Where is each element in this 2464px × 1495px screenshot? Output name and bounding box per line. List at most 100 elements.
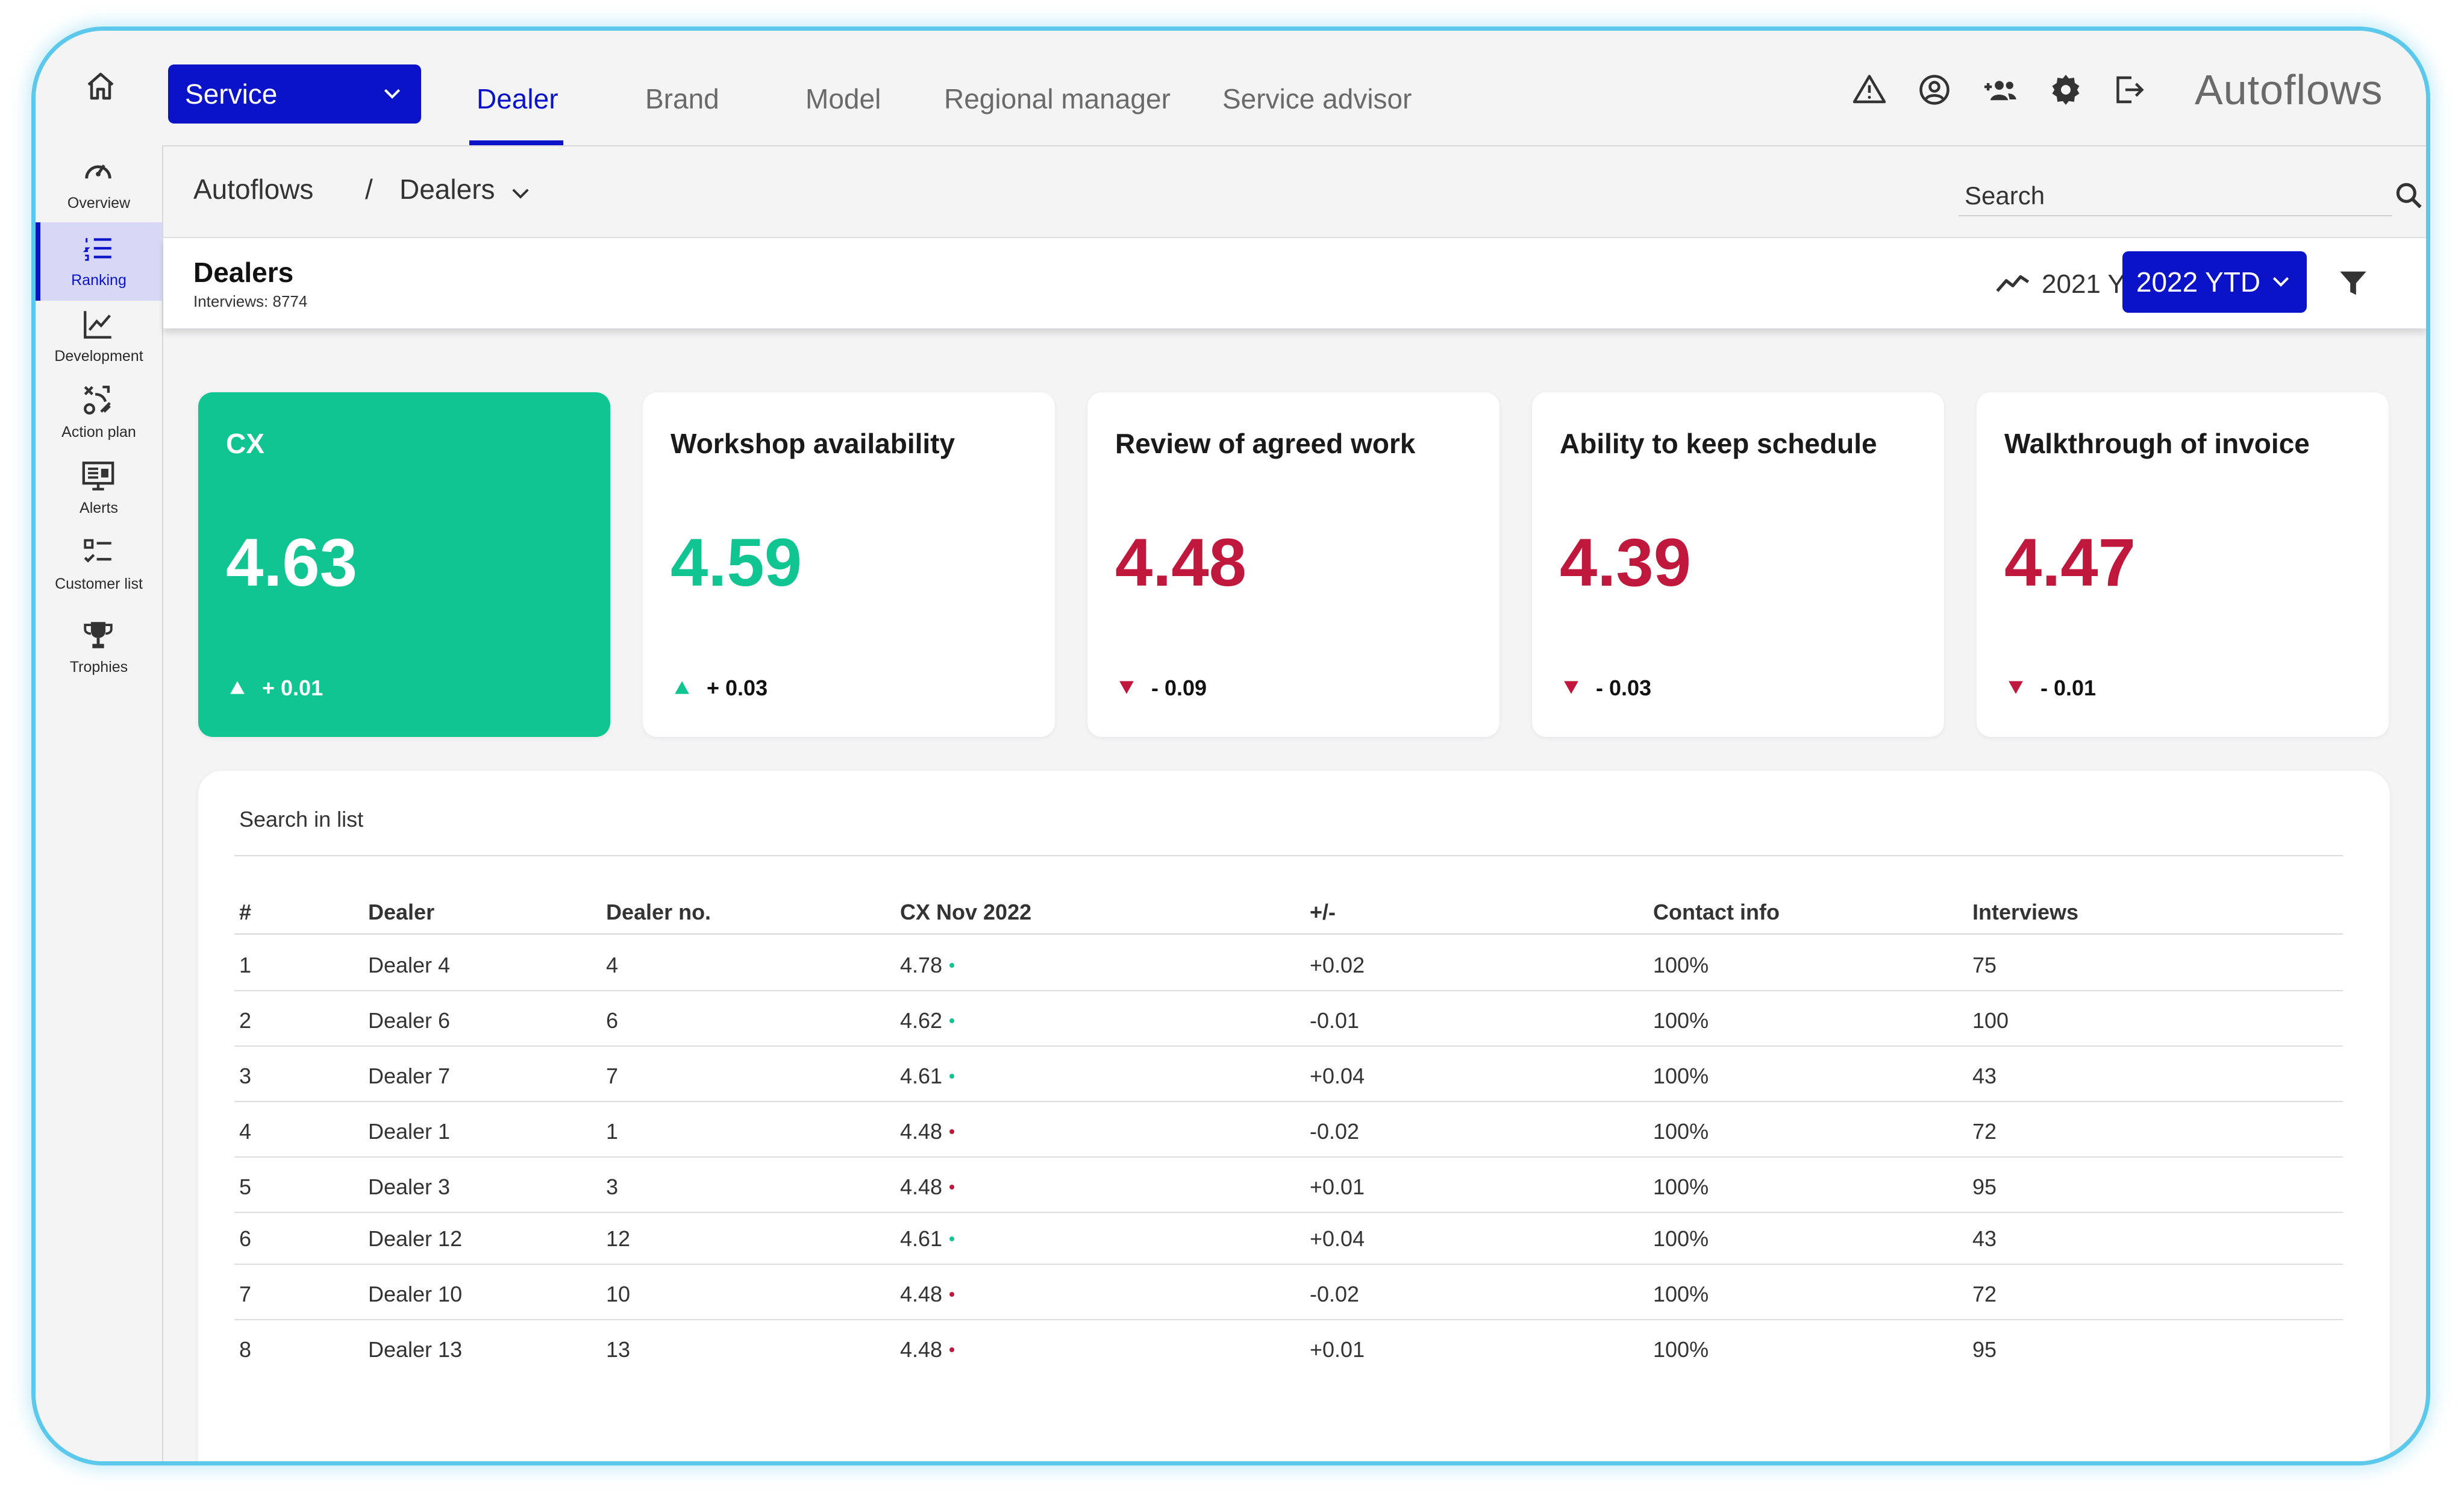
table-row[interactable]: 6 Dealer 12 12 4.61 +0.04 100% 43	[234, 1208, 2343, 1265]
cell-delta-text: +0.04	[1310, 1226, 1365, 1251]
kpi-delta-value: - 0.09	[1151, 675, 1207, 700]
cell-delta-text: -0.02	[1310, 1119, 1360, 1144]
search-in-list-input[interactable]: Search in list	[239, 807, 364, 832]
tab-brand[interactable]: Brand	[645, 83, 719, 114]
sidebar-item-trophies[interactable]: Trophies	[36, 609, 162, 688]
cell-dealer: Dealer 3	[368, 1174, 450, 1200]
cell-delta: +0.02	[1310, 953, 1365, 978]
account-icon[interactable]	[1916, 72, 1953, 108]
table-row[interactable]: 5 Dealer 3 3 4.48 +0.01 100% 95	[234, 1156, 2343, 1213]
sidebar-item-customer-list[interactable]: Customer list	[36, 526, 162, 604]
cell-dealer-text: Dealer 3	[368, 1174, 451, 1199]
filter-icon[interactable]	[2336, 266, 2371, 301]
tab-dealer[interactable]: Dealer	[477, 83, 558, 114]
ranking-table-card: Search in list # Dealer Dealer no. CX No…	[198, 771, 2390, 1461]
cell-contact: 100%	[1653, 953, 1709, 978]
trend-line-icon	[1996, 275, 2030, 292]
table-row[interactable]: 8 Dealer 13 13 4.48 +0.01 100% 95	[234, 1319, 2343, 1374]
sidebar-item-development[interactable]: Development	[36, 298, 162, 377]
cell-interviews-text: 72	[1972, 1282, 1997, 1306]
table-row[interactable]: 4 Dealer 1 1 4.48 -0.02 100% 72	[234, 1101, 2343, 1158]
cell-delta-text: +0.01	[1310, 1337, 1365, 1362]
column-header-dealer[interactable]: Dealer	[368, 900, 435, 924]
search-icon[interactable]	[2392, 179, 2426, 213]
kpi-delta: - 0.09	[1118, 675, 1207, 701]
breadcrumb-current[interactable]: Dealers	[399, 174, 495, 205]
table-row[interactable]: 1 Dealer 4 4 4.78 +0.02 100% 75	[234, 935, 2343, 991]
column-header-dealer-no[interactable]: Dealer no.	[606, 900, 711, 924]
kpi-card[interactable]: Workshop availability 4.59 + 0.03	[643, 392, 1055, 737]
cell-dealer-no: 4	[606, 953, 618, 978]
status-dot	[949, 1129, 955, 1135]
logout-icon[interactable]	[2110, 72, 2147, 108]
warning-icon[interactable]	[1851, 72, 1887, 108]
kpi-title: Review of agreed work	[1115, 428, 1416, 459]
gear-icon[interactable]	[2048, 72, 2084, 108]
tab-model[interactable]: Model	[805, 83, 881, 114]
column-header-rank[interactable]: #	[239, 900, 252, 924]
cell-delta-text: -0.02	[1310, 1282, 1360, 1306]
cell-contact-text: 100%	[1653, 1008, 1709, 1033]
tab-service-advisor[interactable]: Service advisor	[1222, 83, 1412, 114]
users-icon[interactable]	[1981, 72, 2018, 108]
cell-cx-text: 4.48	[900, 1119, 943, 1144]
home-icon[interactable]	[83, 68, 119, 104]
page-header: Dealers Interviews: 8774 2021 YTD 2022 Y…	[163, 238, 2426, 328]
search-input[interactable]: Search	[1959, 173, 2392, 216]
cell-dealer-no: 13	[606, 1337, 630, 1362]
kpi-card[interactable]: Walkthrough of invoice 4.47 - 0.01	[1977, 392, 2389, 737]
service-select[interactable]: Service	[168, 64, 421, 124]
cell-contact-text: 100%	[1653, 1337, 1709, 1362]
service-select-label: Service	[185, 78, 278, 110]
column-header-delta[interactable]: +/-	[1310, 900, 1336, 924]
tab-regional-manager[interactable]: Regional manager	[944, 83, 1171, 114]
cell-cx-text: 4.48	[900, 1174, 943, 1199]
table-row[interactable]: 2 Dealer 6 6 4.62 -0.01 100% 100	[234, 990, 2343, 1047]
cell-dealer-text: Dealer 4	[368, 953, 451, 977]
kpi-card[interactable]: CX 4.63 + 0.01	[198, 392, 610, 737]
cell-dealer-no-text: 10	[606, 1282, 631, 1306]
kpi-value: 4.39	[1560, 525, 1691, 600]
cell-dealer: Dealer 7	[368, 1064, 450, 1089]
cell-rank: 1	[239, 953, 251, 978]
kpi-card[interactable]: Ability to keep schedule 4.39 - 0.03	[1532, 392, 1944, 737]
cell-dealer-text: Dealer 13	[368, 1337, 463, 1362]
status-dot	[949, 1347, 955, 1353]
kpi-card[interactable]: Review of agreed work 4.48 - 0.09	[1087, 392, 1499, 737]
cell-delta-text: +0.01	[1310, 1174, 1365, 1199]
sidebar-item-ranking[interactable]: Ranking	[36, 222, 162, 301]
cell-cx-text: 4.48	[900, 1337, 943, 1362]
cell-rank-text: 5	[239, 1174, 252, 1199]
cell-contact: 100%	[1653, 1337, 1709, 1362]
cell-dealer: Dealer 6	[368, 1008, 450, 1033]
cell-cx: 4.78	[900, 953, 955, 978]
strategy-icon	[84, 386, 111, 415]
chevron-down-icon[interactable]	[508, 180, 533, 205]
period-select[interactable]: 2022 YTD	[2122, 251, 2307, 313]
cell-rank: 8	[239, 1337, 251, 1362]
cell-dealer-text: Dealer 10	[368, 1282, 463, 1306]
column-header-cx[interactable]: CX Nov 2022	[900, 900, 1032, 924]
cell-rank: 3	[239, 1064, 251, 1089]
table-row[interactable]: 7 Dealer 10 10 4.48 -0.02 100% 72	[234, 1264, 2343, 1320]
sidebar-item-action-plan[interactable]: Action plan	[36, 374, 162, 453]
triangle-down-icon	[1564, 681, 1578, 694]
cell-interviews-text: 72	[1972, 1119, 1997, 1144]
kpi-value: 4.59	[671, 525, 802, 600]
table-row[interactable]: 3 Dealer 7 7 4.61 +0.04 100% 43	[234, 1045, 2343, 1102]
status-dot	[949, 1292, 955, 1297]
column-header-interviews[interactable]: Interviews	[1972, 900, 2079, 924]
cell-interviews-text: 43	[1972, 1064, 1997, 1088]
cell-interviews-text: 75	[1972, 953, 1997, 977]
page-title: Dealers	[193, 257, 294, 288]
cell-interviews-text: 95	[1972, 1174, 1997, 1199]
sidebar-item-label: Ranking	[71, 272, 127, 289]
cell-rank-text: 7	[239, 1282, 252, 1306]
period-select-label: 2022 YTD	[2136, 266, 2261, 298]
column-header-contact[interactable]: Contact info	[1653, 900, 1780, 924]
sidebar-item-alerts[interactable]: Alerts	[36, 450, 162, 528]
sidebar-item-overview[interactable]: Overview	[36, 145, 162, 224]
breadcrumb-root[interactable]: Autoflows	[193, 174, 314, 205]
kpi-title: Workshop availability	[671, 428, 955, 459]
cell-dealer: Dealer 13	[368, 1337, 462, 1362]
